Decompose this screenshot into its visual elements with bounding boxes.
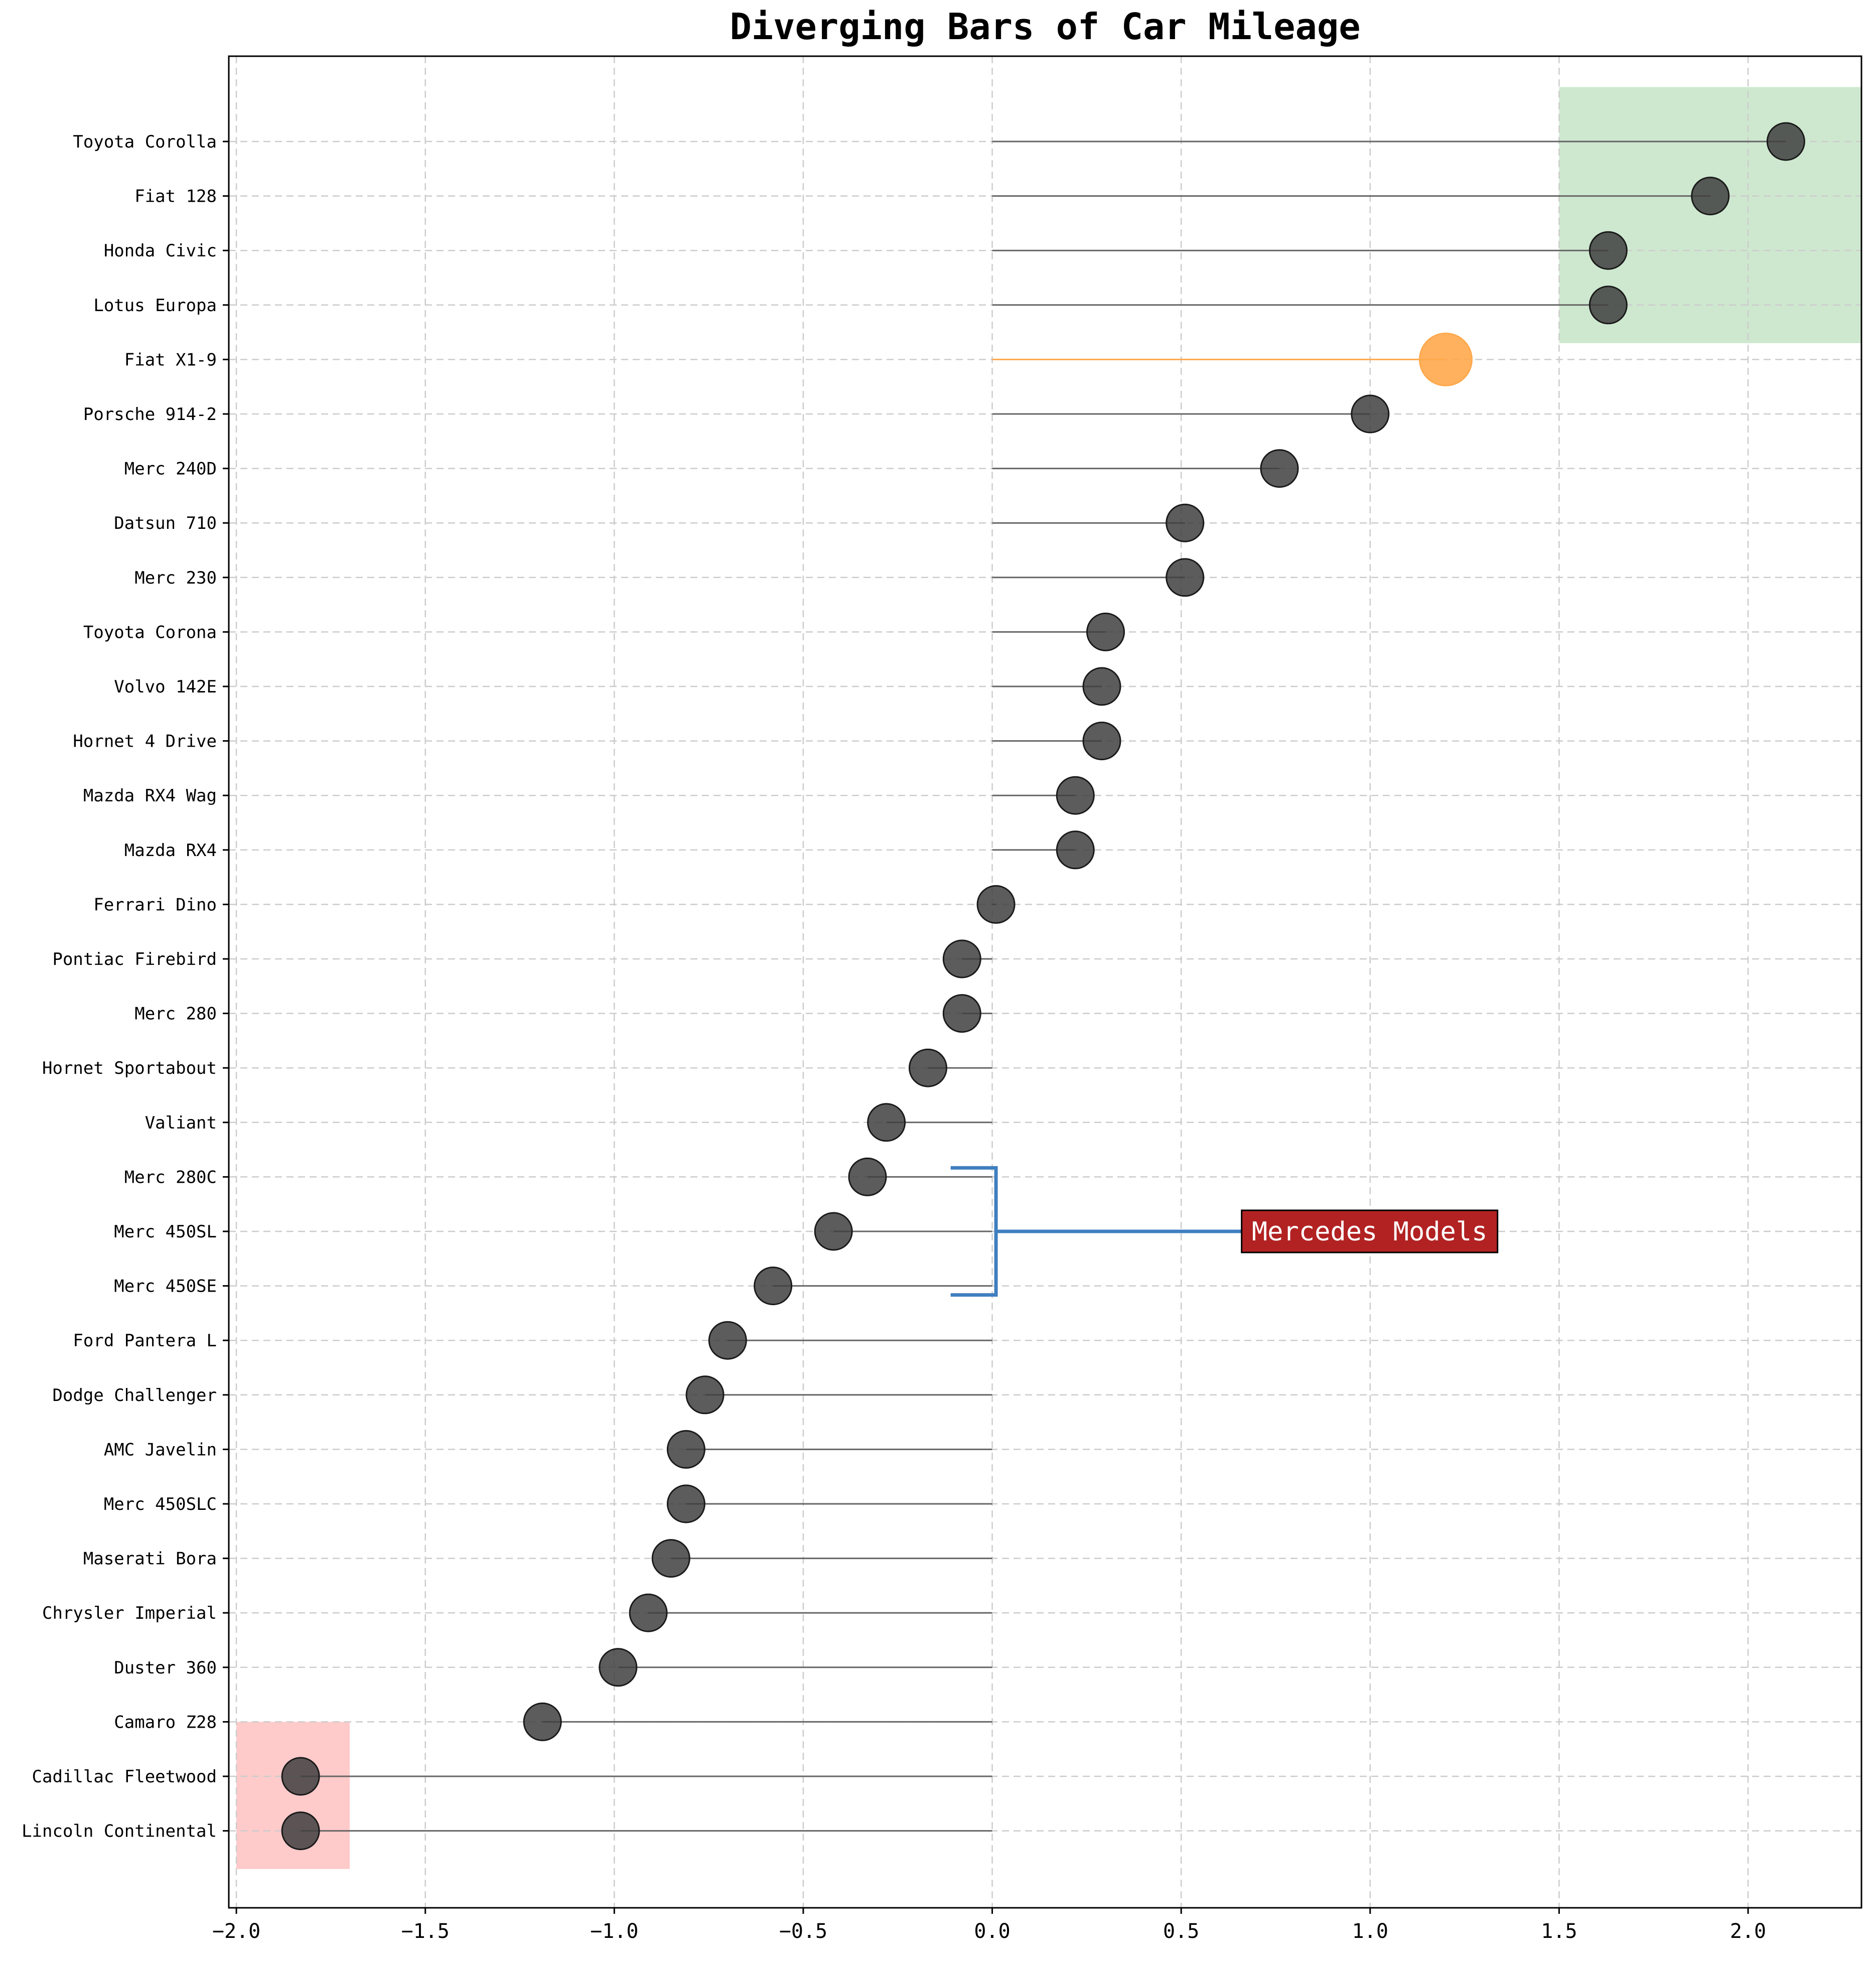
data-point — [685, 1375, 725, 1415]
y-tick-label: Duster 360 — [114, 1658, 217, 1678]
data-point — [281, 1757, 320, 1796]
points — [281, 122, 1805, 1851]
y-tick-label: Maserati Bora — [83, 1549, 217, 1569]
data-point — [281, 1811, 320, 1851]
y-tick-label: Toyota Corolla — [73, 132, 217, 152]
data-point — [942, 939, 981, 978]
annotation-bracket — [950, 1166, 1242, 1297]
y-tick-label: Hornet 4 Drive — [73, 732, 217, 752]
data-point — [599, 1648, 638, 1687]
data-point — [1082, 722, 1121, 761]
data-point-highlight — [1418, 332, 1473, 386]
data-point — [1260, 449, 1299, 488]
data-point — [651, 1539, 690, 1578]
data-point — [1056, 830, 1095, 870]
data-point — [1691, 177, 1730, 216]
annotation-box — [1241, 1209, 1499, 1253]
data-point — [1166, 558, 1205, 597]
y-tick-label: Merc 240D — [124, 459, 217, 479]
annotation: Mercedes Models — [950, 1166, 1499, 1297]
data-point — [1056, 776, 1095, 815]
y-tick-label: Chrysler Imperial — [42, 1603, 217, 1623]
y-tick-label: Merc 280C — [124, 1167, 217, 1187]
y-tick-label: Mazda RX4 — [124, 840, 217, 861]
y-tick-label: Fiat 128 — [134, 187, 217, 207]
x-tick-label: 2.0 — [1730, 1920, 1766, 1943]
y-tick-label: Lotus Europa — [93, 296, 217, 316]
y-tick-label: Fiat X1-9 — [124, 350, 217, 370]
stems — [301, 141, 1786, 1832]
y-tick-label: Datsun 710 — [114, 513, 217, 533]
y-tick-label: Mazda RX4 Wag — [83, 786, 217, 806]
y-tick-label: Merc 450SLC — [104, 1494, 217, 1514]
y-tick-label: Dodge Challenger — [52, 1385, 217, 1406]
x-tick-label: 0.0 — [974, 1920, 1010, 1943]
y-tick-label: Toyota Corona — [83, 622, 217, 642]
data-point — [1351, 394, 1390, 434]
chart-title: Diverging Bars of Car Mileage — [730, 6, 1360, 48]
y-tick-label: AMC Javelin — [104, 1440, 217, 1460]
data-point — [942, 994, 981, 1033]
y-tick-label: Lincoln Continental — [22, 1821, 217, 1842]
y-tick-label: Camaro Z28 — [114, 1712, 217, 1732]
data-point — [848, 1157, 887, 1196]
y-axis: Lincoln Continental Cadillac Fleetwood Cam… — [22, 132, 229, 1842]
y-tick-label: Pontiac Firebird — [52, 949, 217, 969]
x-tick-label: 0.5 — [1163, 1920, 1199, 1943]
data-point — [976, 885, 1016, 924]
data-point — [629, 1593, 668, 1632]
plot-frame — [228, 55, 1862, 1909]
y-tick-label: Ford Pantera L — [73, 1331, 217, 1351]
y-tick-label: Porsche 914-2 — [83, 404, 217, 425]
data-point — [1082, 667, 1121, 706]
y-tick-label: Volvo 142E — [114, 677, 217, 697]
data-point — [1086, 612, 1125, 651]
y-tick-label: Valiant — [145, 1113, 217, 1133]
x-tick-label: 1.0 — [1352, 1920, 1388, 1943]
data-point — [523, 1702, 562, 1741]
x-tick-label: −1.5 — [401, 1920, 450, 1943]
x-tick-label: −2.0 — [212, 1920, 260, 1943]
y-tick-label: Merc 230 — [134, 568, 217, 588]
data-point — [1589, 231, 1628, 270]
y-tick-label: Merc 450SE — [114, 1277, 217, 1297]
x-axis: −2.0 −1.5 −1.0 −0.5 0.0 0.5 1.0 1.5 2.0 — [212, 1908, 1766, 1943]
annotation-label: Mercedes Models — [1252, 1217, 1488, 1247]
data-point — [908, 1048, 947, 1087]
y-tick-label: Merc 280 — [134, 1004, 217, 1024]
data-point — [1166, 503, 1205, 542]
data-point — [814, 1212, 853, 1251]
y-tick-label: Hornet Sportabout — [42, 1058, 217, 1078]
data-point — [666, 1484, 705, 1523]
y-tick-label: Honda Civic — [104, 241, 217, 261]
data-point — [1589, 286, 1628, 325]
y-tick-label: Merc 450SL — [114, 1222, 217, 1242]
y-tick-label: Ferrari Dino — [93, 895, 217, 915]
data-point — [666, 1430, 705, 1469]
data-point — [708, 1321, 747, 1360]
data-point — [754, 1267, 793, 1306]
x-tick-label: −0.5 — [779, 1920, 827, 1943]
data-point — [1766, 122, 1805, 161]
x-tick-label: 1.5 — [1541, 1920, 1577, 1943]
data-point — [867, 1103, 906, 1142]
x-tick-label: −1.0 — [590, 1920, 638, 1943]
y-tick-label: Cadillac Fleetwood — [32, 1767, 217, 1787]
